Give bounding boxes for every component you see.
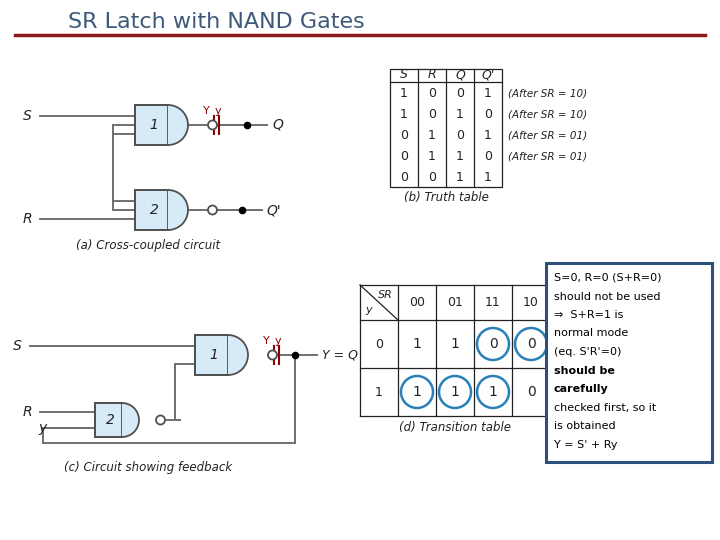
Text: R: R (22, 406, 32, 420)
Text: Q: Q (455, 69, 465, 82)
Text: 1: 1 (400, 87, 408, 100)
Text: (After SR = 01): (After SR = 01) (508, 152, 587, 161)
Text: 0: 0 (489, 337, 498, 351)
Polygon shape (135, 105, 168, 145)
Text: 1: 1 (451, 385, 459, 399)
Text: 2: 2 (107, 413, 115, 427)
Circle shape (268, 350, 277, 360)
Text: (After SR = 01): (After SR = 01) (508, 131, 587, 140)
Text: 1: 1 (413, 337, 421, 351)
Text: 1: 1 (400, 108, 408, 121)
Text: 0: 0 (456, 87, 464, 100)
Text: 0: 0 (400, 171, 408, 184)
Text: Q': Q' (266, 203, 281, 217)
Text: 11: 11 (485, 296, 501, 309)
Text: 1: 1 (484, 171, 492, 184)
Text: 1: 1 (456, 108, 464, 121)
Polygon shape (135, 190, 168, 230)
Text: Q': Q' (482, 69, 495, 82)
Text: 1: 1 (484, 87, 492, 100)
Text: is obtained: is obtained (554, 421, 616, 431)
Polygon shape (168, 105, 188, 145)
Text: (d) Transition table: (d) Transition table (399, 422, 511, 435)
Text: 0: 0 (375, 338, 383, 350)
Text: 1: 1 (375, 386, 383, 399)
Text: 1: 1 (428, 129, 436, 142)
Text: carefully: carefully (554, 384, 608, 394)
Polygon shape (122, 403, 139, 437)
Text: checked first, so it: checked first, so it (554, 402, 656, 413)
Text: 0: 0 (526, 337, 536, 351)
Text: 00: 00 (409, 296, 425, 309)
Text: 1: 1 (484, 129, 492, 142)
Text: y: y (275, 336, 282, 346)
Text: 0: 0 (456, 129, 464, 142)
Text: should be: should be (554, 366, 615, 375)
Text: (a) Cross-coupled circuit: (a) Cross-coupled circuit (76, 239, 220, 252)
Text: S: S (400, 69, 408, 82)
Text: Y: Y (263, 336, 269, 346)
Text: 1: 1 (150, 118, 158, 132)
Text: 01: 01 (447, 296, 463, 309)
Text: R: R (428, 69, 436, 82)
Polygon shape (228, 335, 248, 375)
Text: S: S (23, 109, 32, 123)
Text: 0: 0 (400, 129, 408, 142)
Circle shape (156, 415, 165, 424)
Text: Q: Q (272, 118, 283, 132)
Text: 0: 0 (400, 150, 408, 163)
Text: SR Latch with NAND Gates: SR Latch with NAND Gates (68, 12, 365, 32)
Text: ⇒  S+R=1 is: ⇒ S+R=1 is (554, 310, 624, 320)
Text: 1: 1 (489, 385, 498, 399)
Text: 0: 0 (526, 385, 536, 399)
Text: S: S (13, 339, 22, 353)
Text: y: y (365, 305, 372, 315)
Text: normal mode: normal mode (554, 328, 629, 339)
Circle shape (208, 206, 217, 214)
Text: 0: 0 (428, 108, 436, 121)
Text: 1: 1 (210, 348, 219, 362)
Text: SR: SR (378, 290, 393, 300)
Text: (b) Truth table: (b) Truth table (404, 192, 488, 205)
Text: y: y (39, 421, 47, 435)
Text: 2: 2 (150, 203, 158, 217)
Text: S=0, R=0 (S+R=0): S=0, R=0 (S+R=0) (554, 273, 662, 283)
Text: 10: 10 (523, 296, 539, 309)
Text: 1: 1 (456, 150, 464, 163)
Text: Y: Y (202, 106, 210, 116)
Polygon shape (168, 190, 188, 230)
Text: 0: 0 (484, 108, 492, 121)
Text: 1: 1 (428, 150, 436, 163)
Text: 0: 0 (428, 87, 436, 100)
Text: (c) Circuit showing feedback: (c) Circuit showing feedback (64, 462, 232, 475)
Text: (After SR = 10): (After SR = 10) (508, 89, 587, 98)
Text: (After SR = 10): (After SR = 10) (508, 110, 587, 119)
Polygon shape (95, 403, 122, 437)
Text: 1: 1 (413, 385, 421, 399)
Text: (eq. S'R'=0): (eq. S'R'=0) (554, 347, 621, 357)
Text: 0: 0 (428, 171, 436, 184)
Text: y: y (215, 106, 221, 116)
FancyBboxPatch shape (546, 263, 712, 462)
Text: R: R (22, 212, 32, 226)
Circle shape (208, 120, 217, 130)
Text: 1: 1 (456, 171, 464, 184)
Text: 0: 0 (484, 150, 492, 163)
Text: Y = Q: Y = Q (322, 348, 358, 361)
Text: Y = S' + Ry: Y = S' + Ry (554, 440, 618, 449)
Polygon shape (195, 335, 228, 375)
Text: should not be used: should not be used (554, 292, 660, 301)
Text: 1: 1 (451, 337, 459, 351)
